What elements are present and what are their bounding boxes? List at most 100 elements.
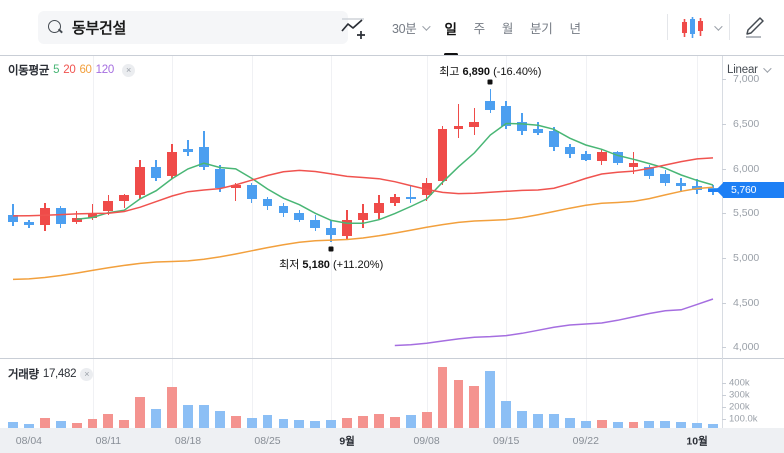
close-icon[interactable]: × <box>80 367 94 381</box>
candle-body <box>119 195 130 201</box>
toolbar-divider-2 <box>729 14 730 40</box>
candle-body <box>103 200 114 211</box>
y-axis-line <box>722 56 723 428</box>
period-30분[interactable]: 30분 <box>392 18 431 37</box>
candle-body <box>676 182 687 187</box>
price-axis-label: 5,000 <box>733 251 760 264</box>
candle-body <box>453 125 464 130</box>
price-axis-label: 4,000 <box>733 341 760 354</box>
volume-bar <box>183 405 193 428</box>
candle-body <box>501 106 512 126</box>
toolbar-bottom-border <box>0 55 784 56</box>
gridline-vertical <box>426 359 428 428</box>
price-axis-tick <box>722 213 726 215</box>
candle-wick <box>632 152 635 174</box>
volume-bar <box>103 414 114 428</box>
volume-bar <box>8 421 18 428</box>
candle-body <box>533 129 543 133</box>
price-axis-label: 4,500 <box>733 296 760 309</box>
current-price-marker <box>708 188 722 192</box>
volume-bar <box>469 385 480 428</box>
x-axis-label: 09/08 <box>413 435 440 447</box>
ma-line-5 <box>76 122 714 225</box>
ma-line-60 <box>12 186 714 281</box>
period-label: 주 <box>473 22 486 36</box>
x-axis-label: 08/04 <box>15 435 43 447</box>
candle-body <box>644 166 655 176</box>
candle-wick <box>473 107 476 135</box>
price-axis-tick <box>722 168 726 170</box>
candle-body <box>198 147 209 167</box>
volume-bar <box>692 423 703 428</box>
gridline-vertical <box>697 359 699 428</box>
period-주[interactable]: 주 <box>473 18 486 37</box>
candle-body <box>87 213 98 218</box>
volume-legend: 거래량 17,482 × <box>8 366 94 382</box>
candle-wick <box>75 211 78 224</box>
price-axis-label: 5,500 <box>733 207 760 220</box>
volume-bar <box>262 414 273 428</box>
price-axis-label: 6,500 <box>733 117 760 130</box>
volume-bar <box>310 421 321 428</box>
period-일[interactable]: 일 <box>443 18 458 56</box>
candlestick-icon[interactable] <box>680 16 706 40</box>
candle-body <box>71 217 82 223</box>
period-low-annotation: 최저 5,180 (+11.20%) <box>279 256 383 272</box>
volume-bar <box>580 421 591 428</box>
price-axis-label: 6,000 <box>733 162 760 175</box>
volume-axis-tick <box>722 419 726 420</box>
volume-bar <box>501 401 512 428</box>
close-icon[interactable]: × <box>121 63 135 77</box>
annotation-price: 5,180 <box>302 258 333 271</box>
candle-body <box>389 197 400 203</box>
period-년[interactable]: 년 <box>569 18 581 37</box>
candle-body <box>246 184 257 199</box>
search-input[interactable]: 동부건설 <box>38 11 348 44</box>
period-월[interactable]: 월 <box>502 18 514 37</box>
candle-body <box>230 184 241 189</box>
volume-bar <box>246 417 257 428</box>
volume-bar <box>151 409 162 428</box>
search-value: 동부건설 <box>72 20 127 37</box>
scale-mode-selector[interactable]: Linear <box>727 64 772 76</box>
candle-body <box>517 122 528 132</box>
gridline-vertical <box>585 56 587 358</box>
candle-wick <box>457 104 460 139</box>
search-icon <box>48 20 63 35</box>
candle-body <box>596 152 607 162</box>
gridline-vertical <box>331 359 333 428</box>
current-price-value: 5,760 <box>731 184 757 197</box>
annotation-marker <box>487 79 493 85</box>
chevron-down-icon <box>421 21 431 31</box>
gridline-vertical <box>331 56 333 358</box>
volume-axis-label: 100.0k <box>729 413 758 425</box>
volume-bar <box>453 379 464 428</box>
volume-bar <box>39 418 50 428</box>
ma-legend-title: 이동평균 <box>8 65 50 77</box>
x-axis-label: 9월 <box>339 435 355 448</box>
volume-bar <box>421 411 432 428</box>
chevron-down-icon[interactable] <box>714 22 723 31</box>
volume-bar <box>660 420 671 428</box>
period-label: 년 <box>569 22 581 36</box>
gridline-vertical <box>506 359 508 428</box>
volume-bar <box>612 421 623 428</box>
candle-body <box>23 222 34 225</box>
candle-body <box>262 198 273 207</box>
volume-bar <box>644 421 655 428</box>
candle-body <box>39 207 50 225</box>
volume-axis-label: 200k <box>729 401 750 413</box>
candle-wick <box>537 122 539 135</box>
period-분기[interactable]: 분기 <box>530 18 553 37</box>
volume-bar <box>87 418 98 428</box>
line-chart-add-icon[interactable] <box>341 16 369 40</box>
ma-period-5: 5 <box>53 64 60 76</box>
price-axis-tick <box>722 302 726 304</box>
gridline-vertical <box>697 56 699 358</box>
pencil-icon[interactable] <box>744 16 766 39</box>
candle-body <box>214 168 225 189</box>
toolbar: 동부건설 30분 일 주 월 분기 년 <box>0 0 784 56</box>
ma-period-120: 120 <box>95 64 115 76</box>
x-axis-strip[interactable] <box>0 428 784 453</box>
